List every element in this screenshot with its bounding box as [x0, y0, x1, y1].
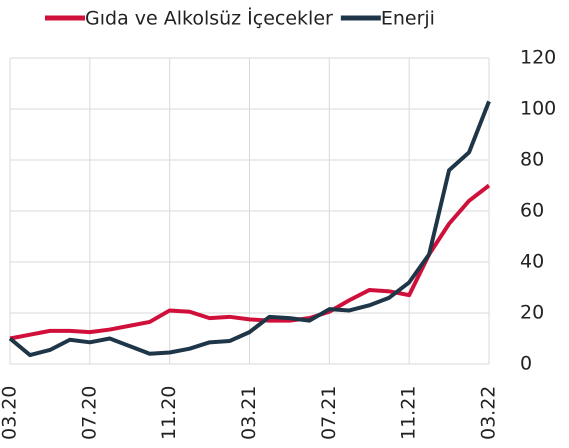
x-tick-label: 03.21 [238, 386, 260, 440]
y-tick-label: 80 [520, 149, 544, 171]
y-tick-label: 60 [520, 200, 544, 222]
x-tick-label: 11.20 [158, 386, 180, 440]
line-series [9, 183, 491, 341]
y-tick-label: 0 [520, 353, 532, 375]
x-tick-label: 11.21 [398, 386, 420, 440]
y-tick-label: 20 [520, 302, 544, 324]
y-tick-label: 40 [520, 251, 544, 273]
line-series [8, 100, 491, 358]
y-tick-label: 120 [520, 47, 556, 69]
x-tick-label: 07.21 [318, 386, 340, 440]
x-tick-label: 07.20 [78, 386, 100, 440]
y-tick-label: 100 [520, 98, 556, 120]
legend-label: Enerji [381, 8, 435, 30]
x-tick-label: 03.20 [0, 386, 21, 440]
legend-label: Gıda ve Alkolsüz İçecekler [85, 7, 333, 30]
x-tick-label: 03.22 [478, 386, 500, 440]
